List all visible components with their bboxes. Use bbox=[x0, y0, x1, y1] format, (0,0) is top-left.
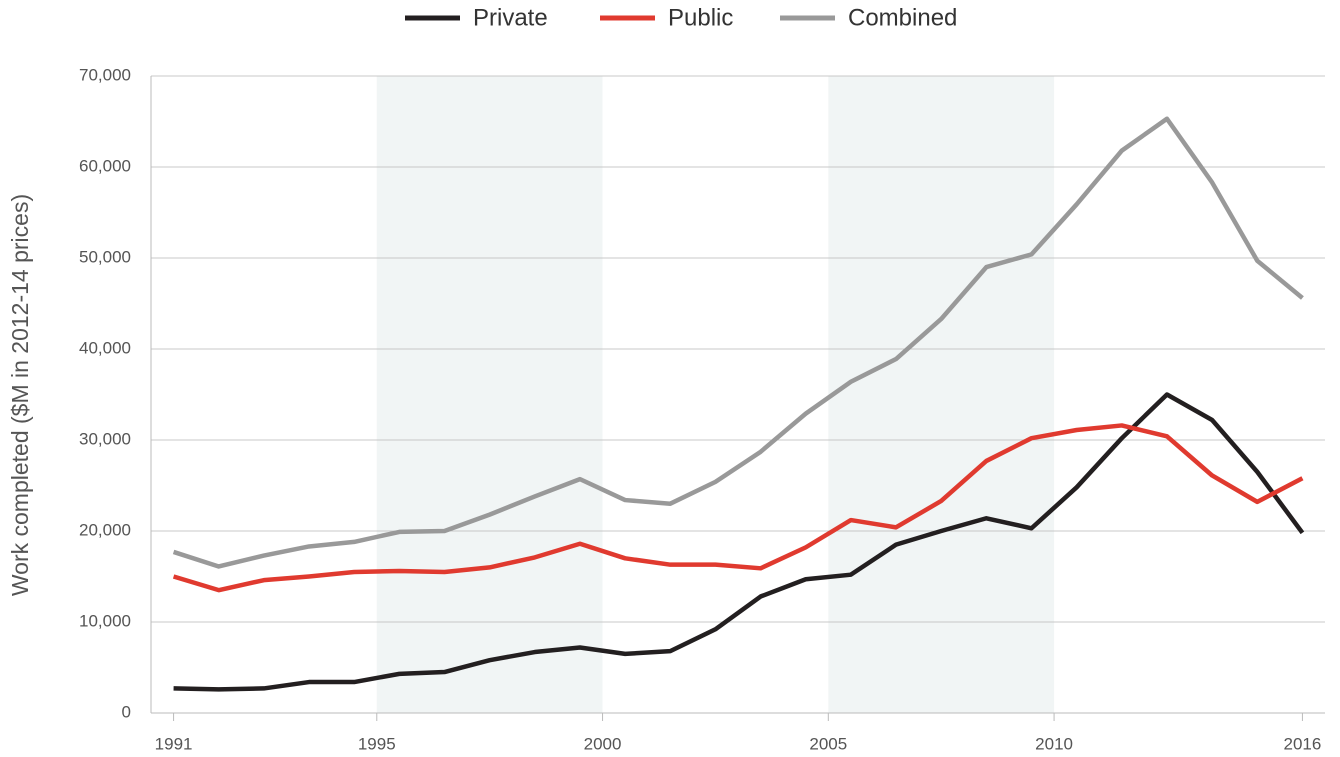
y-tick-label: 70,000 bbox=[79, 65, 131, 84]
x-tick-label: 1995 bbox=[358, 734, 396, 753]
y-tick-label: 40,000 bbox=[79, 338, 131, 357]
y-tick-label: 60,000 bbox=[79, 156, 131, 175]
y-tick-label: 30,000 bbox=[79, 429, 131, 448]
x-tick-label: 2010 bbox=[1035, 734, 1073, 753]
legend-label: Combined bbox=[848, 4, 957, 31]
legend-label: Public bbox=[668, 4, 733, 31]
x-tick-label: 1991 bbox=[155, 734, 193, 753]
y-tick-label: 10,000 bbox=[79, 611, 131, 630]
shaded-range bbox=[828, 76, 1055, 713]
x-tick-label: 2016 bbox=[1284, 734, 1322, 753]
x-tick-label: 2005 bbox=[809, 734, 847, 753]
y-tick-label: 50,000 bbox=[79, 247, 131, 266]
series-line bbox=[173, 392, 1305, 692]
y-tick-label: 0 bbox=[122, 702, 131, 721]
series-line bbox=[172, 116, 1304, 569]
shaded-range bbox=[376, 76, 603, 713]
series-line bbox=[172, 423, 1304, 593]
legend-label: Private bbox=[473, 4, 548, 31]
y-tick-label: 20,000 bbox=[79, 520, 131, 539]
legend: Private Public Combined bbox=[405, 4, 957, 31]
x-tick-label: 2000 bbox=[584, 734, 622, 753]
y-axis-label: Work completed ($M in 2012-14 prices) bbox=[7, 194, 33, 596]
